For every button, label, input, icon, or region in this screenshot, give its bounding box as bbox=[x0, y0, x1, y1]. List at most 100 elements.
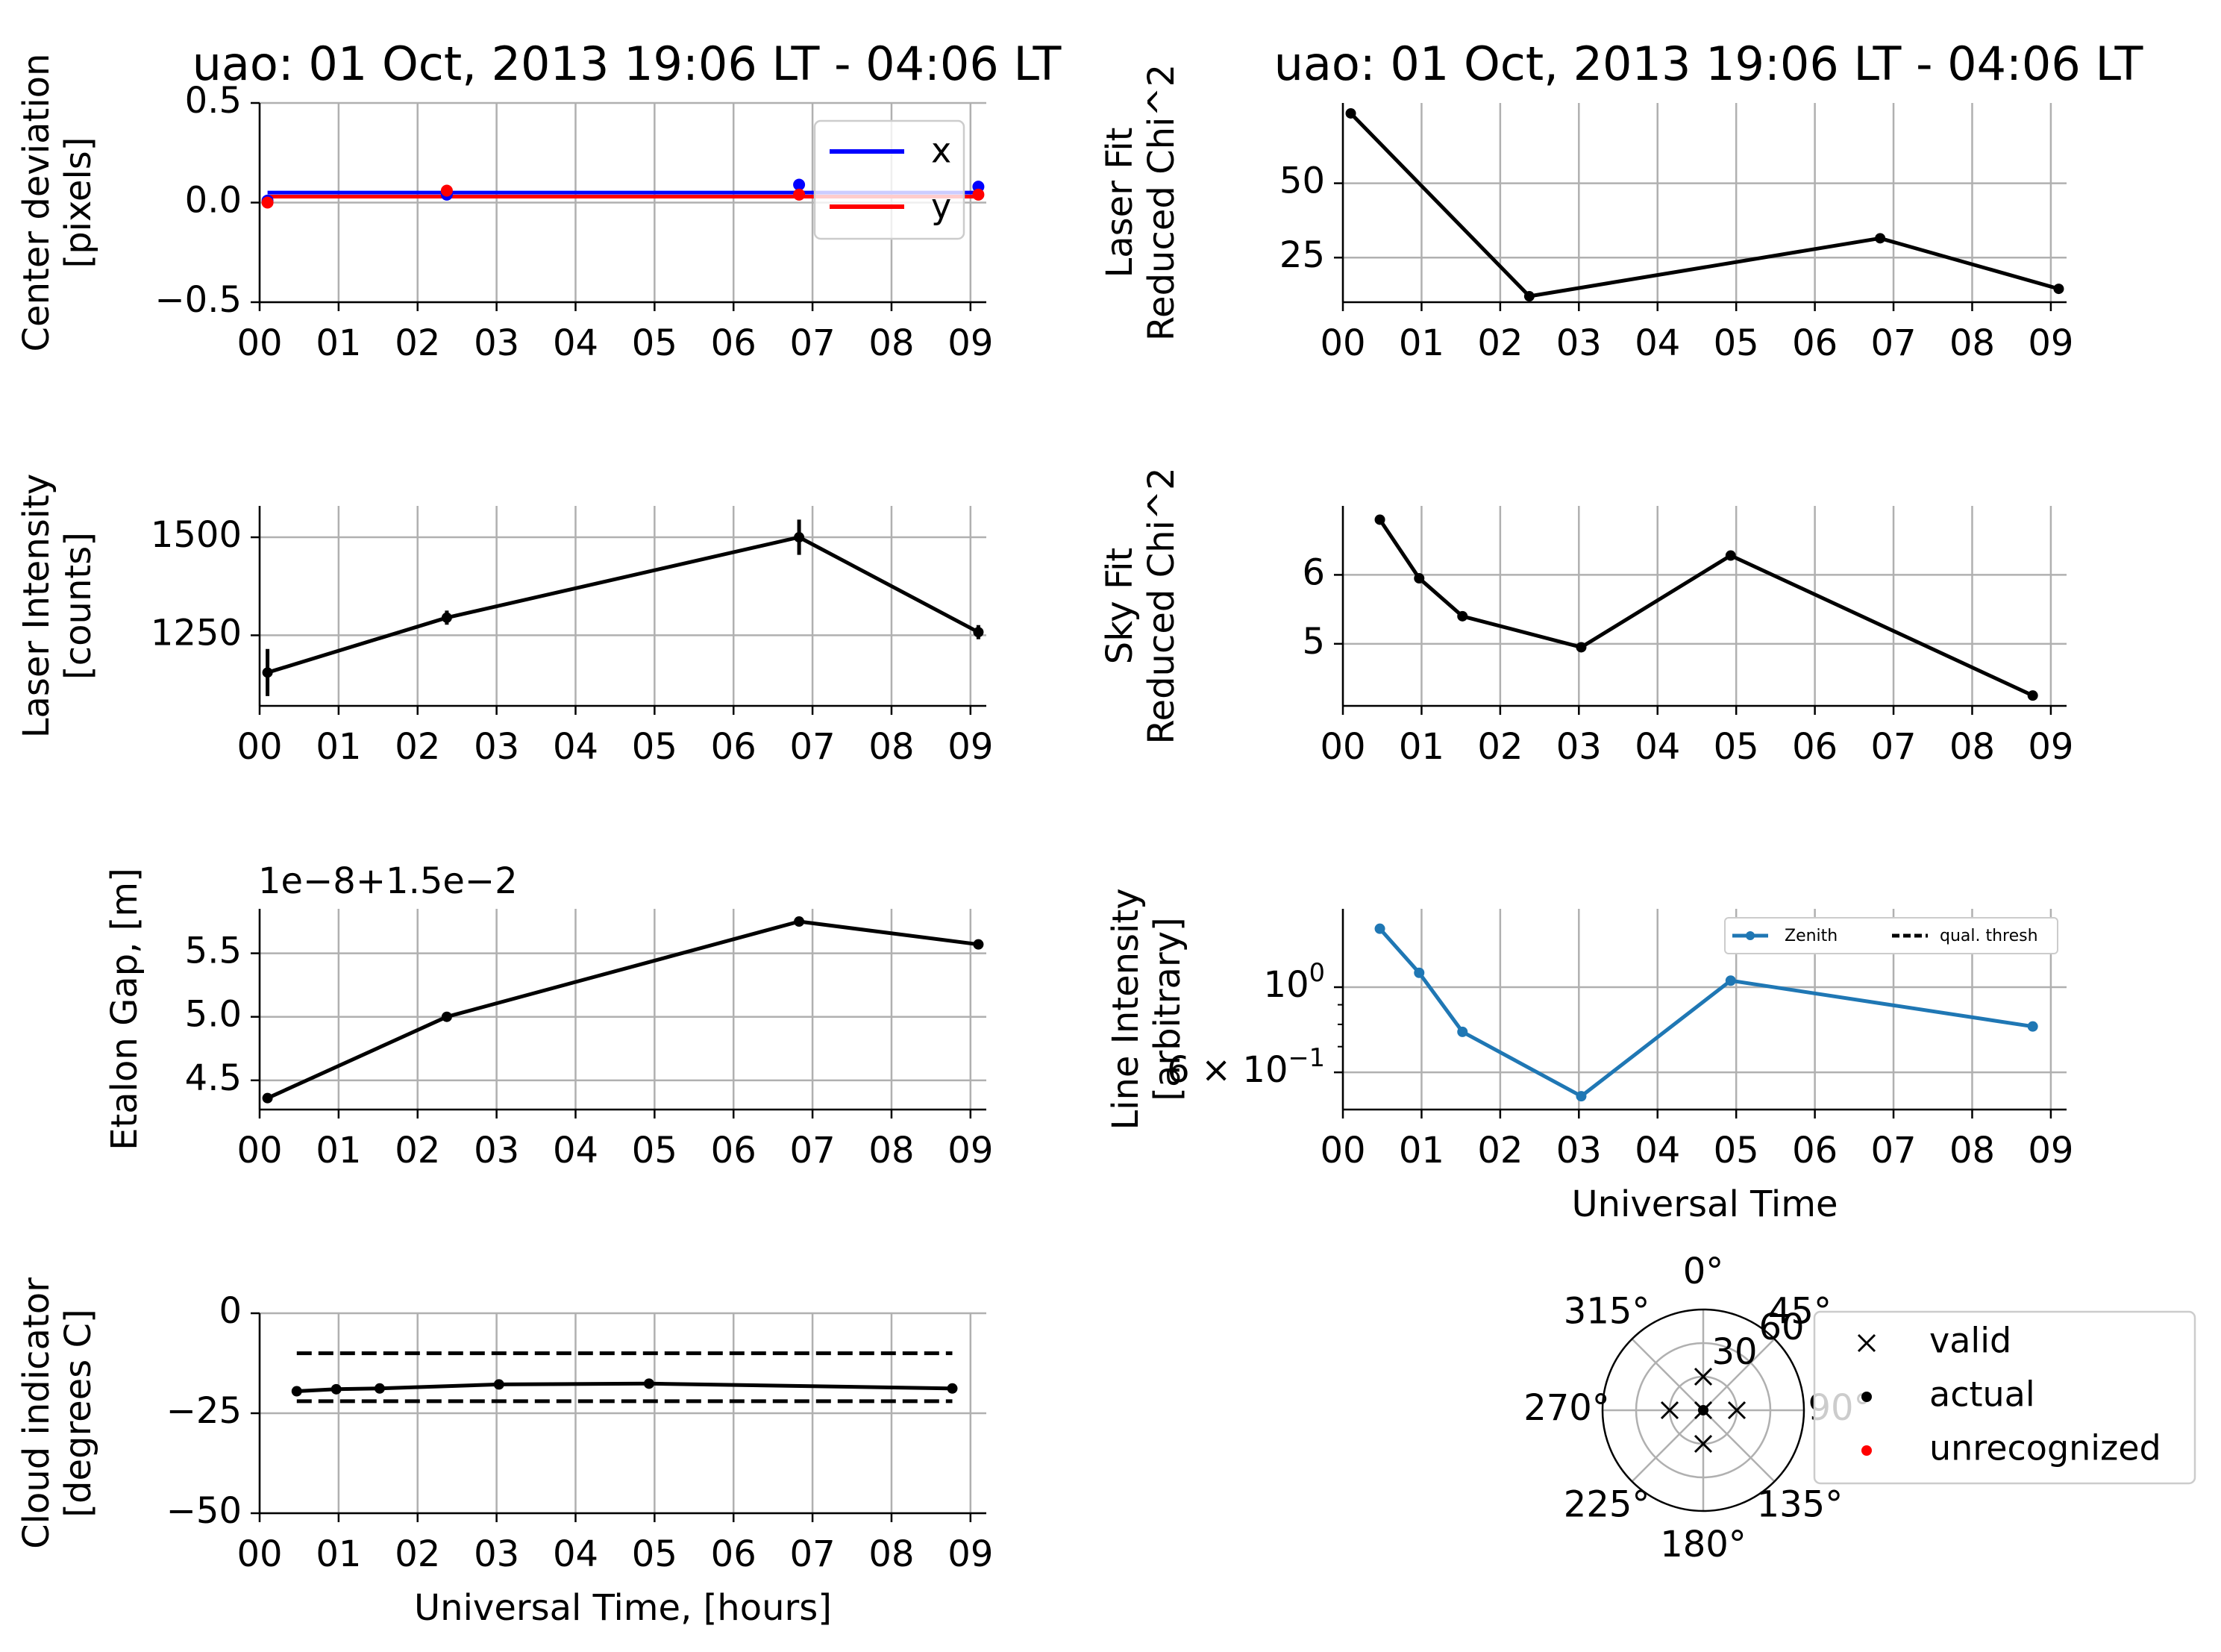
y-tick-label: 0 bbox=[219, 1290, 242, 1332]
x-tick-label: 00 bbox=[1320, 322, 1365, 364]
x-tick-label: 02 bbox=[1477, 322, 1523, 364]
polar-angle-label: 135° bbox=[1757, 1483, 1843, 1525]
x-tick-label: 02 bbox=[395, 322, 440, 364]
x-tick-label: 09 bbox=[2028, 726, 2073, 768]
series-line bbox=[266, 535, 980, 675]
data-point bbox=[440, 184, 453, 197]
y-tick-label: 0.0 bbox=[185, 180, 242, 222]
data-point bbox=[1374, 923, 1385, 934]
x-tick-label: 00 bbox=[236, 726, 282, 768]
data-point bbox=[262, 1092, 273, 1104]
y-tick-label: 100 bbox=[1264, 957, 1325, 1006]
polar-grid-spoke bbox=[1631, 1338, 1704, 1411]
data-point bbox=[1374, 514, 1385, 525]
x-tick-label: 02 bbox=[395, 726, 440, 768]
legend-box bbox=[1813, 1310, 2196, 1485]
x-tick-label: 04 bbox=[553, 1130, 598, 1171]
x-tick-label: 01 bbox=[1399, 322, 1444, 364]
series-line bbox=[1378, 519, 2034, 698]
y-axis-label: Laser Fit bbox=[1099, 128, 1141, 278]
x-tick-label: 06 bbox=[1792, 726, 1838, 768]
polar-valid-marker bbox=[1727, 1401, 1747, 1420]
series-line bbox=[1378, 927, 2034, 1098]
data-point bbox=[1576, 642, 1587, 653]
data-point bbox=[2027, 1021, 2038, 1032]
x-tick-label: 02 bbox=[1477, 726, 1523, 768]
data-point bbox=[2027, 690, 2038, 701]
x-tick-label: 01 bbox=[316, 322, 361, 364]
x-tick-label: 06 bbox=[711, 726, 756, 768]
x-tick-label: 09 bbox=[947, 322, 993, 364]
chart-skychi: 00 01 02 03 04 05 06 07 08 09 5 6 Sky Fit Reduced Chi… bbox=[1099, 467, 2073, 768]
x-tick-label: 05 bbox=[1714, 726, 1759, 768]
x-tick-label: 06 bbox=[711, 1130, 756, 1171]
chart-title: uao: 01 Oct, 2013 19:06 LT - 04:06 LT bbox=[192, 37, 1062, 91]
x-tick-label: 05 bbox=[632, 726, 677, 768]
x-tick-label: 05 bbox=[632, 1533, 677, 1575]
data-point bbox=[1345, 107, 1356, 119]
chart-etalon: 00 01 02 03 04 05 06 07 08 09 4.5 5.0 5.5 Etalon Gap,… bbox=[104, 860, 993, 1171]
x-tick-label: 08 bbox=[868, 1130, 914, 1171]
polar-angle-label: 315° bbox=[1564, 1291, 1650, 1333]
y-tick-label: 0.5 bbox=[185, 80, 242, 122]
x-tick-label: 03 bbox=[474, 1533, 519, 1575]
x-tick-label: 00 bbox=[236, 1130, 282, 1171]
legend: Zenith qual. thresh bbox=[1724, 917, 2058, 954]
data-point bbox=[493, 1379, 504, 1390]
legend-label: valid bbox=[1929, 1321, 2011, 1361]
y-axis-label: [degrees C] bbox=[57, 1309, 99, 1517]
data-point bbox=[291, 1386, 302, 1397]
x-tick-label: 08 bbox=[868, 322, 914, 364]
polar-angle-label: 270° bbox=[1523, 1387, 1610, 1429]
x-tick-label: 05 bbox=[1714, 1130, 1759, 1171]
x-tick-label: 05 bbox=[632, 322, 677, 364]
data-point bbox=[794, 532, 805, 543]
data-point bbox=[1523, 291, 1535, 302]
x-tick-label: 01 bbox=[316, 1130, 361, 1171]
x-axis-label: Universal Time, [hours] bbox=[414, 1587, 832, 1629]
chart-laserchi: 00 01 02 03 04 05 06 07 08 09 25 50 Laser Fit Reduced… bbox=[1099, 64, 2073, 364]
y-axis-label: Reduced Chi^2 bbox=[1141, 64, 1182, 341]
data-point bbox=[973, 939, 984, 950]
x-tick-label: 04 bbox=[1635, 322, 1680, 364]
data-point bbox=[1725, 550, 1736, 561]
x-tick-label: 07 bbox=[790, 1130, 836, 1171]
y-tick-label: −25 bbox=[166, 1390, 242, 1432]
series-line bbox=[296, 1381, 953, 1393]
data-point bbox=[1576, 1091, 1587, 1102]
y-tick-label: 5.5 bbox=[185, 930, 242, 972]
y-tick-label: 50 bbox=[1279, 160, 1325, 202]
y-tick-label: 1250 bbox=[151, 612, 242, 654]
x-tick-label: 09 bbox=[2028, 322, 2073, 364]
data-point bbox=[261, 196, 274, 209]
offset-text: 1e−8+1.5e−2 bbox=[258, 860, 518, 902]
series-line bbox=[1349, 112, 2060, 298]
data-point bbox=[441, 1011, 452, 1022]
x-tick-label: 09 bbox=[947, 1130, 993, 1171]
chart-center: 00 01 02 03 04 05 06 07 08 09 0.5 0.0 −0.5 Center dev… bbox=[16, 54, 993, 364]
legend-marker-actual bbox=[1861, 1392, 1872, 1402]
x-tick-label: 07 bbox=[790, 322, 836, 364]
data-point bbox=[1875, 233, 1886, 244]
data-point bbox=[973, 627, 984, 638]
x-tick-label: 06 bbox=[711, 1533, 756, 1575]
y-tick-label: −50 bbox=[166, 1490, 242, 1532]
data-point bbox=[331, 1383, 342, 1395]
y-axis-label: Etalon Gap, [m] bbox=[104, 868, 145, 1151]
y-axis-label: Laser Intensity bbox=[16, 474, 57, 739]
legend-label: x bbox=[931, 131, 951, 171]
legend-marker-zenith bbox=[1746, 931, 1755, 940]
y-tick-label: 6 bbox=[1302, 551, 1325, 593]
data-point bbox=[374, 1383, 385, 1394]
x-tick-label: 07 bbox=[1871, 322, 1917, 364]
x-tick-label: 01 bbox=[1399, 726, 1444, 768]
x-tick-label: 05 bbox=[1714, 322, 1759, 364]
polar-angle-label: 180° bbox=[1660, 1524, 1747, 1565]
x-tick-label: 02 bbox=[1477, 1130, 1523, 1171]
polar-radial-label: 60 bbox=[1758, 1307, 1804, 1348]
x-tick-label: 04 bbox=[1635, 726, 1680, 768]
polar-grid-spoke bbox=[1702, 1409, 1776, 1483]
x-axis-label: Universal Time bbox=[1571, 1183, 1838, 1225]
x-tick-label: 08 bbox=[868, 1533, 914, 1575]
x-tick-label: 00 bbox=[1320, 1130, 1365, 1171]
